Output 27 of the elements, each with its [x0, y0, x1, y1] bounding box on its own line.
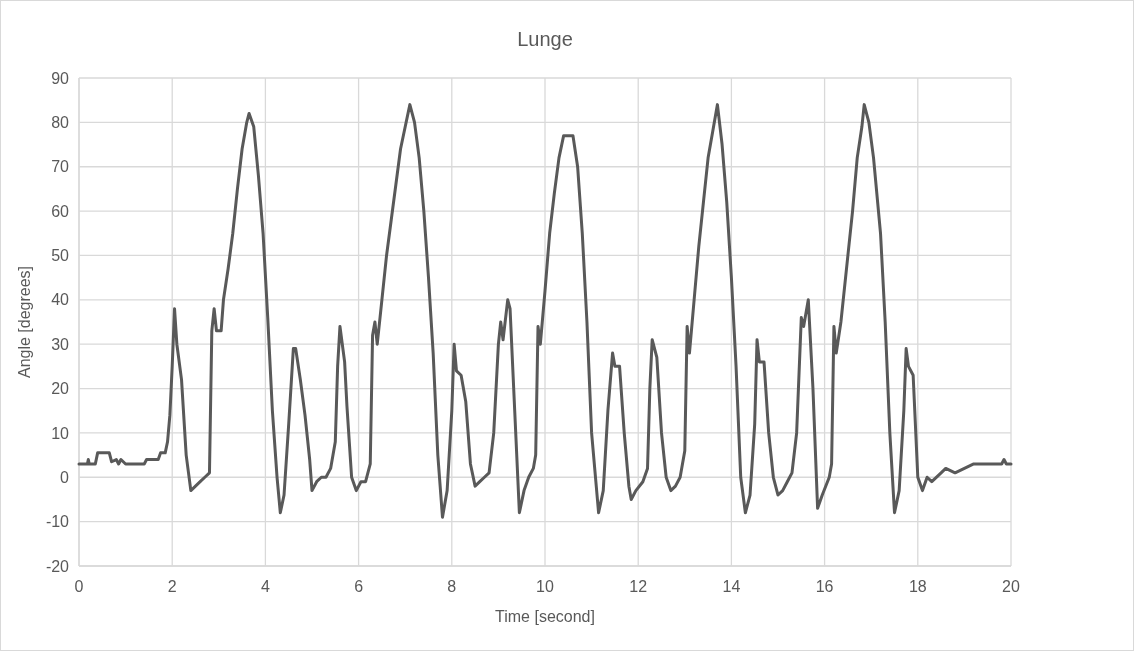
y-tick-label: 90 [51, 69, 70, 87]
x-tick-label: 4 [260, 578, 270, 595]
x-tick-label: 18 [908, 578, 927, 595]
y-tick-label: 80 [51, 113, 70, 131]
x-tick-label: 8 [447, 578, 457, 595]
y-axis-title: Angle [degrees] [16, 265, 33, 379]
y-tick-label: 20 [51, 380, 70, 398]
x-tick-label: 20 [1002, 578, 1020, 595]
y-tick-label: 0 [60, 468, 70, 486]
x-tick-label: 6 [354, 578, 364, 595]
x-tick-label: 14 [722, 578, 741, 595]
y-tick-label: 70 [51, 158, 70, 176]
x-tick-label: 2 [167, 578, 177, 595]
y-tick-label: -10 [45, 513, 70, 531]
chart-title: Lunge [517, 28, 573, 50]
y-tick-label: 10 [51, 424, 70, 442]
y-tick-label: 30 [51, 335, 70, 353]
line-series [77, 103, 1013, 519]
x-tick-label: 16 [815, 578, 834, 595]
y-tick-label: 60 [51, 202, 70, 220]
x-tick-label: 10 [536, 578, 554, 595]
x-tick-label: 0 [74, 578, 84, 595]
y-tick-label: -20 [45, 557, 70, 575]
x-axis-title: Time [second] [495, 608, 595, 625]
y-tick-label: 40 [51, 291, 70, 309]
y-tick-label: 50 [51, 247, 70, 265]
x-tick-label: 12 [629, 578, 648, 595]
